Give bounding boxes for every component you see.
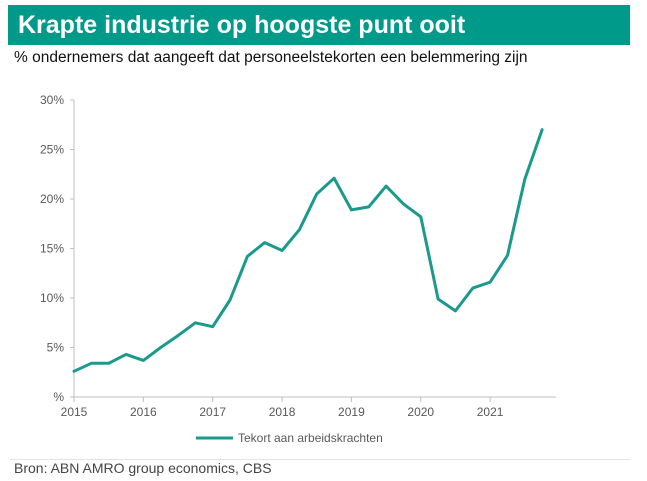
data-point [367,205,371,209]
data-point [315,192,319,196]
data-point [211,325,215,329]
data-point [280,248,284,252]
y-tick-label: 5% [47,341,65,355]
data-point [228,298,232,302]
x-tick-label: 2015 [61,405,88,419]
data-point [107,361,111,365]
data-point [124,352,128,356]
data-point [176,334,180,338]
data-point [453,309,457,313]
title-banner: Krapte industrie op hoogste punt ooit [8,5,630,45]
data-point [89,361,93,365]
data-point [471,286,475,290]
data-point [505,253,509,257]
series-line [72,128,544,373]
data-point [349,208,353,212]
data-point [141,358,145,362]
data-point [72,369,76,373]
x-tick-label: 2020 [407,405,434,419]
data-point [540,128,544,132]
data-point [245,254,249,258]
data-point [263,241,267,245]
chart-frame [10,70,630,460]
y-tick-label: 10% [40,291,64,305]
data-point [384,184,388,188]
data-point [332,176,336,180]
y-tick-label: % [53,390,64,404]
x-tick-label: 2017 [199,405,226,419]
x-tick-label: 2019 [338,405,365,419]
x-tick-label: 2016 [130,405,157,419]
data-point [193,321,197,325]
data-point [523,177,527,181]
y-tick-label: 15% [40,242,64,256]
y-tick-label: 20% [40,192,64,206]
page-title: Krapte industrie op hoogste punt ooit [18,11,466,39]
data-point [436,297,440,301]
x-tick-label: 2021 [477,405,504,419]
data-point [159,346,163,350]
data-point [419,215,423,219]
source-note: Bron: ABN AMRO group economics, CBS [14,460,272,476]
data-point [297,228,301,232]
y-tick-label: 30% [40,93,64,107]
data-point [488,280,492,284]
x-tick-label: 2018 [269,405,296,419]
legend-label: Tekort aan arbeidskrachten [238,431,383,445]
chart-subtitle: % ondernemers dat aangeeft dat personeel… [14,49,528,66]
y-tick-label: 25% [40,143,64,157]
data-point [401,202,405,206]
